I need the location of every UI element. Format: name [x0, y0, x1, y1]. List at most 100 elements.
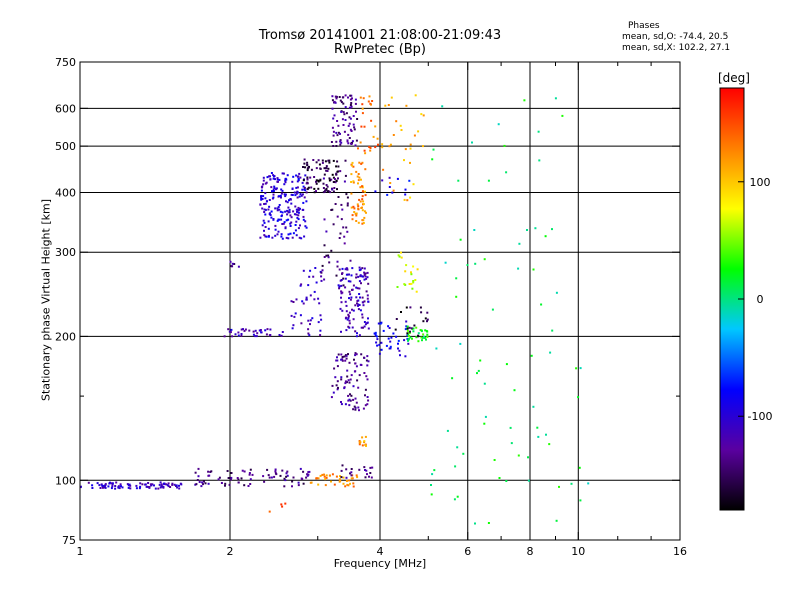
data-point	[348, 311, 351, 314]
data-point	[362, 203, 365, 206]
data-point	[422, 145, 424, 148]
data-point	[551, 228, 553, 231]
data-point	[330, 141, 333, 143]
data-point	[293, 191, 296, 194]
data-point	[347, 133, 350, 136]
data-point	[441, 105, 444, 108]
data-point	[290, 221, 293, 224]
data-point	[261, 185, 264, 188]
data-point	[325, 188, 328, 190]
data-point	[370, 119, 373, 122]
data-point	[198, 481, 201, 483]
data-point	[144, 483, 147, 486]
data-point	[317, 483, 320, 486]
data-point	[336, 388, 339, 391]
data-point	[283, 183, 286, 186]
data-point	[364, 194, 367, 197]
data-point	[317, 187, 320, 190]
data-point	[347, 325, 350, 328]
data-point	[236, 477, 239, 479]
data-point	[359, 186, 362, 189]
data-point	[355, 296, 358, 299]
data-point	[321, 159, 324, 162]
data-point	[272, 193, 275, 196]
data-point	[381, 179, 384, 182]
data-point	[286, 174, 289, 177]
data-point	[377, 143, 379, 146]
data-point	[367, 360, 370, 363]
data-point	[426, 333, 429, 336]
data-point	[358, 468, 361, 471]
data-point	[352, 318, 355, 321]
data-point	[217, 478, 220, 481]
data-point	[378, 352, 381, 355]
data-point	[361, 103, 364, 106]
data-point	[395, 318, 398, 320]
data-point	[409, 196, 412, 199]
data-point	[276, 219, 279, 222]
data-point	[347, 379, 350, 382]
data-point	[403, 159, 405, 162]
data-point	[340, 110, 343, 113]
data-point	[387, 325, 390, 328]
data-point	[362, 97, 365, 100]
data-point	[151, 483, 154, 486]
data-point	[338, 478, 341, 481]
data-point	[280, 235, 283, 238]
data-point	[536, 426, 539, 429]
data-point	[296, 196, 299, 199]
data-point	[351, 141, 353, 144]
data-point	[355, 276, 358, 279]
data-point	[266, 468, 269, 471]
data-point	[392, 134, 395, 136]
data-point	[369, 466, 372, 469]
data-point	[310, 186, 313, 189]
data-point	[400, 129, 403, 131]
data-point	[396, 286, 399, 288]
data-point	[108, 482, 111, 485]
data-point	[147, 482, 150, 484]
data-point	[473, 229, 476, 231]
data-point	[353, 358, 355, 361]
data-point	[294, 224, 297, 226]
data-point	[391, 191, 394, 194]
data-point	[313, 298, 316, 301]
data-point	[554, 97, 557, 100]
data-point	[336, 260, 339, 263]
data-point	[272, 188, 275, 191]
data-point	[356, 332, 358, 335]
data-point	[335, 131, 338, 134]
data-point	[341, 118, 344, 121]
data-point	[262, 179, 265, 182]
data-point	[340, 279, 343, 281]
data-point	[505, 363, 508, 366]
data-point	[203, 480, 205, 483]
data-point	[358, 293, 361, 295]
data-point	[397, 254, 400, 257]
data-point	[349, 298, 352, 301]
data-point	[394, 328, 397, 331]
data-point	[320, 279, 323, 282]
data-point	[163, 482, 166, 485]
data-point	[298, 195, 301, 198]
data-point	[455, 277, 458, 280]
data-point	[318, 163, 321, 166]
data-point	[359, 309, 362, 312]
data-point	[336, 215, 339, 218]
data-point	[237, 481, 240, 484]
data-point	[194, 483, 197, 486]
data-point	[380, 348, 383, 351]
data-point	[157, 487, 160, 490]
data-point	[518, 242, 521, 245]
x-tick-label: 2	[227, 545, 234, 558]
data-point	[577, 396, 580, 399]
data-point	[291, 327, 294, 330]
data-point	[171, 483, 174, 486]
data-point	[355, 286, 358, 289]
data-point	[261, 198, 264, 200]
data-point	[280, 218, 283, 221]
data-point	[252, 333, 255, 336]
data-point	[175, 484, 178, 487]
data-point	[294, 312, 297, 315]
